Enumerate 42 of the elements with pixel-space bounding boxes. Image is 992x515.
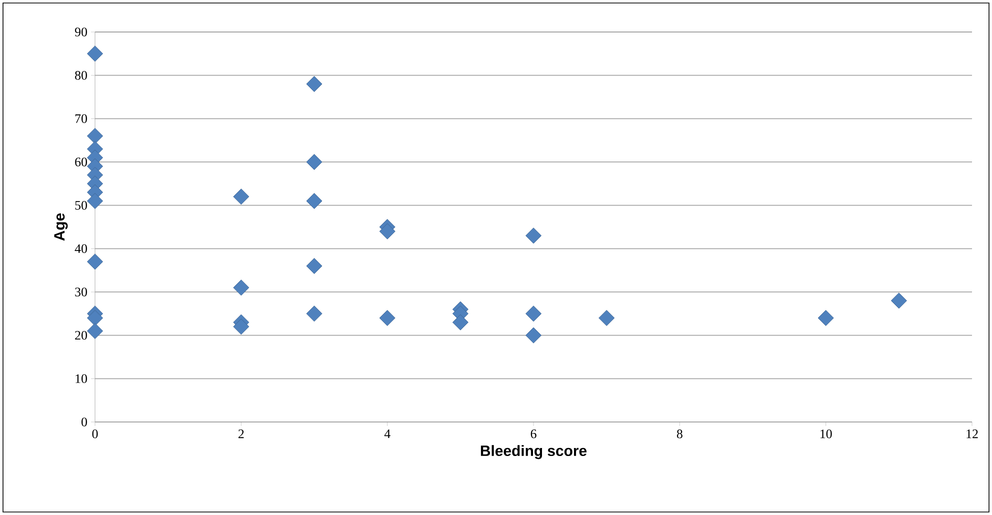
x-tick-label: 12 (966, 430, 978, 438)
point (525, 228, 542, 244)
point (86, 128, 104, 144)
point (233, 318, 250, 335)
point (525, 306, 542, 322)
point (306, 76, 322, 92)
point (233, 280, 250, 296)
point (890, 292, 907, 309)
x-tick-label: 6 (530, 430, 536, 438)
point (525, 327, 542, 344)
point (598, 310, 615, 326)
y-tick-label: 0 (82, 418, 87, 426)
point (379, 310, 396, 326)
point (306, 258, 322, 274)
point (86, 46, 104, 62)
point (86, 192, 104, 210)
y-tick-label: 60 (75, 158, 87, 166)
y-tick-label: 90 (74, 28, 87, 36)
y-axis-title: Age (54, 213, 68, 241)
point (233, 188, 250, 205)
y-tick-label: 20 (75, 330, 87, 340)
x-tick-label: 8 (676, 430, 682, 438)
y-tick-label: 80 (75, 70, 87, 80)
y-tick-label: 10 (76, 374, 87, 384)
x-axis-title: Bleeding score (480, 445, 587, 460)
point (86, 322, 104, 340)
x-tick-label: 0 (92, 430, 98, 438)
point (306, 192, 322, 210)
point (452, 314, 468, 330)
y-tick-label: 70 (75, 114, 87, 124)
y-tick-label: 40 (74, 244, 87, 254)
point (818, 310, 834, 326)
point (86, 310, 104, 326)
point (306, 154, 322, 170)
x-tick-label: 4 (384, 430, 390, 438)
point (379, 223, 396, 240)
point (306, 306, 322, 322)
y-tick-label: 50 (75, 200, 87, 210)
x-tick-label: 10 (820, 430, 832, 438)
point (86, 254, 104, 270)
x-tick-label: 2 (238, 430, 244, 438)
y-tick-label: 30 (75, 288, 87, 296)
